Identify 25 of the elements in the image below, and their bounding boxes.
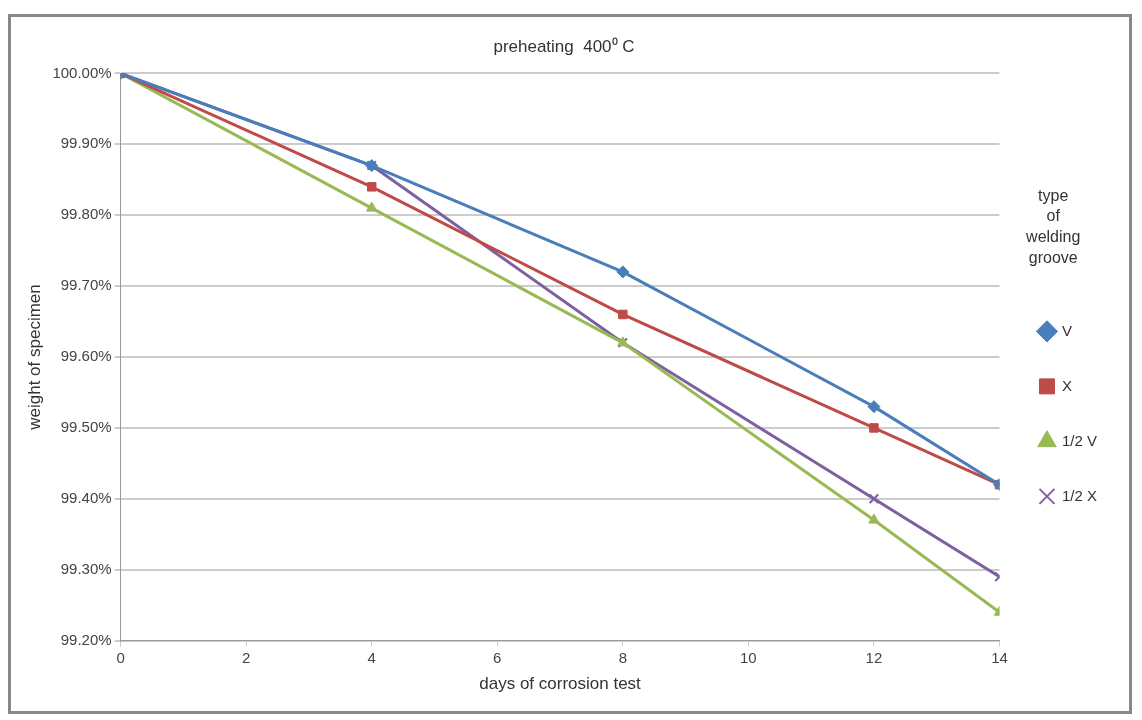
legend-label: 1/2 X (1061, 486, 1098, 504)
x-tick-label: 2 (242, 648, 251, 666)
x-tick-label: 14 (991, 648, 1008, 666)
y-tick-label: 99.70% (60, 276, 112, 294)
y-axis-title: weight of specimen (24, 284, 44, 431)
y-tick-label: 99.40% (60, 488, 112, 506)
x-axis-title: days of corrosion test (479, 674, 642, 694)
legend-label: V (1061, 321, 1072, 339)
x-tick-label: 0 (116, 648, 125, 666)
legend-label: 1/2 V (1061, 431, 1098, 449)
chart-title: preheating 400⁰ C (493, 36, 635, 56)
x-tick-label: 12 (865, 648, 883, 666)
y-tick-label: 99.60% (60, 347, 112, 365)
x-tick-label: 10 (740, 648, 757, 666)
x-tick-label: 8 (618, 648, 627, 666)
legend-title: type of welding groove (1025, 186, 1081, 266)
y-tick-label: 99.90% (60, 134, 112, 152)
x-tick-label: 4 (367, 648, 376, 666)
x-tick-label: 6 (493, 648, 502, 666)
y-tick-label: 99.80% (60, 205, 112, 223)
y-tick-label: 99.50% (60, 418, 112, 436)
y-tick-label: 100.00% (52, 63, 112, 81)
y-tick-label: 99.20% (60, 630, 112, 648)
y-tick-label: 99.30% (60, 559, 112, 577)
legend-label: X (1061, 376, 1072, 394)
